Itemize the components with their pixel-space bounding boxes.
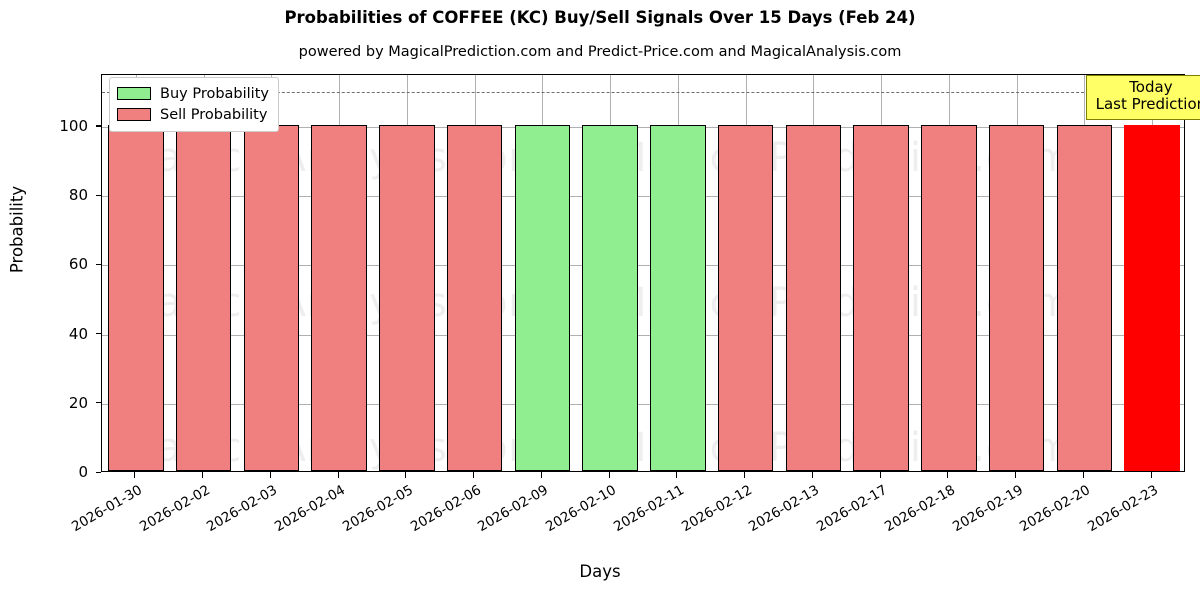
x-tick-mark xyxy=(879,472,881,478)
x-tick-mark xyxy=(744,472,746,478)
x-tick-mark xyxy=(202,472,204,478)
x-tick-mark xyxy=(811,472,813,478)
y-tick-label: 0 xyxy=(78,463,88,481)
today-annotation-line1: Today xyxy=(1129,78,1173,96)
gridline-horizontal xyxy=(102,403,1184,405)
y-tick-mark xyxy=(96,125,101,127)
bar-2026-02-03[interactable] xyxy=(243,124,300,471)
y-axis-title: Probability xyxy=(7,185,27,274)
bar-2026-02-06[interactable] xyxy=(446,124,503,471)
x-tick-mark xyxy=(134,472,136,478)
x-tick-mark xyxy=(337,472,339,478)
y-tick-mark xyxy=(96,263,101,266)
chart-subtitle: powered by MagicalPrediction.com and Pre… xyxy=(298,44,902,60)
plot-area: MagicalAnalysis.comMagicalPrediction.com… xyxy=(101,74,1185,472)
x-tick-mark xyxy=(608,472,610,478)
bar-2026-02-20[interactable] xyxy=(1056,124,1113,471)
y-tick-mark xyxy=(96,194,101,196)
legend: Buy Probability Sell Probability xyxy=(109,77,279,132)
bar-2026-02-23[interactable] xyxy=(1124,124,1180,471)
bar-2026-02-04[interactable] xyxy=(311,124,367,471)
bar-2026-02-19[interactable] xyxy=(988,124,1045,471)
bar-2026-02-09[interactable] xyxy=(514,124,571,471)
bar-2026-02-05[interactable] xyxy=(379,124,435,471)
x-tick-mark xyxy=(1082,472,1084,478)
y-tick-label: 100 xyxy=(59,116,88,135)
legend-swatch-sell xyxy=(117,108,151,121)
bar-2026-02-13[interactable] xyxy=(785,124,842,471)
gridline-horizontal xyxy=(102,265,1184,267)
legend-item-buy: Buy Probability xyxy=(117,83,269,104)
y-tick-label: 80 xyxy=(68,186,88,205)
bar-2026-02-11[interactable] xyxy=(650,124,706,471)
threshold-line xyxy=(102,92,1184,94)
x-axis-title: Days xyxy=(579,562,621,581)
x-tick-mark xyxy=(540,472,542,478)
x-tick-mark xyxy=(1015,472,1017,478)
y-tick-mark xyxy=(96,402,101,404)
bar-2026-01-30[interactable] xyxy=(108,124,164,471)
bar-2026-02-10[interactable] xyxy=(582,124,638,471)
gridline-horizontal xyxy=(102,334,1184,336)
legend-label-buy: Buy Probability xyxy=(160,85,269,102)
gridline-horizontal xyxy=(102,126,1184,128)
legend-swatch-buy xyxy=(117,87,151,100)
y-tick-label: 40 xyxy=(68,324,88,343)
y-tick-label: 60 xyxy=(68,255,88,274)
x-tick-mark xyxy=(1150,472,1152,478)
y-tick-label: 20 xyxy=(68,393,88,412)
x-tick-mark xyxy=(405,472,407,478)
bar-2026-02-12[interactable] xyxy=(717,124,774,471)
bar-2026-02-18[interactable] xyxy=(921,124,977,471)
bar-2026-02-02[interactable] xyxy=(175,124,232,471)
page-title: Probabilities of COFFEE (KC) Buy/Sell Si… xyxy=(284,8,916,27)
x-tick-mark xyxy=(947,472,949,478)
today-annotation: Today Last Prediction xyxy=(1085,75,1200,120)
bar-2026-02-17[interactable] xyxy=(853,124,909,471)
x-tick-mark xyxy=(676,472,678,478)
y-tick-mark xyxy=(96,471,101,473)
x-tick-mark xyxy=(473,472,475,478)
legend-label-sell: Sell Probability xyxy=(160,106,268,123)
x-tick-mark xyxy=(269,472,271,478)
today-annotation-line2: Last Prediction xyxy=(1095,95,1200,114)
legend-item-sell: Sell Probability xyxy=(117,104,269,125)
gridline-horizontal xyxy=(102,196,1184,198)
y-tick-mark xyxy=(96,333,101,335)
